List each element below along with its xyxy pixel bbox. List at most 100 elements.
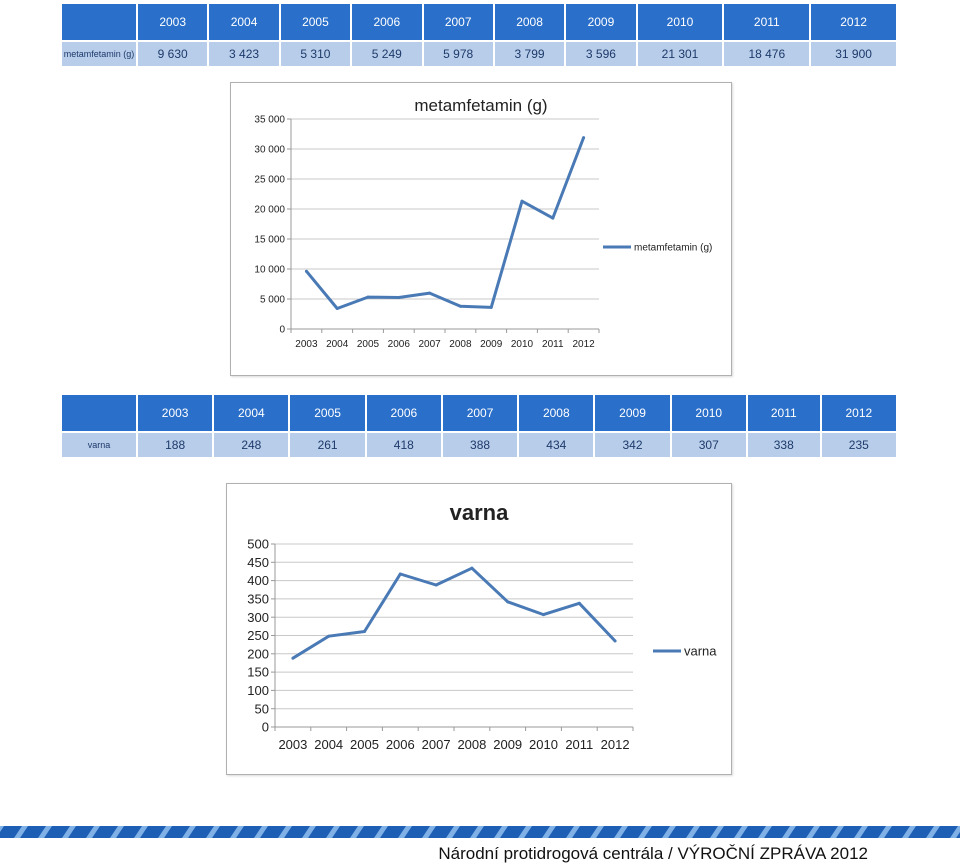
footer-stripe [446,826,460,838]
table1-header-row: 2003 2004 2005 2006 2007 2008 2009 2010 … [62,4,896,40]
table1-value-cell: 3 799 [494,40,565,66]
table1-year-header: 2007 [423,4,493,40]
table1-year-header: 2011 [724,4,810,40]
table2-year-header: 2010 [671,395,746,431]
table2-value-row: varna 188 248 261 418 388 434 342 307 33… [62,431,896,457]
footer-stripe-band [0,826,960,838]
data-point [551,216,555,220]
x-tick-label: 2006 [388,339,411,350]
table2-year-header: 2008 [519,395,594,431]
legend-label: metamfetamin (g) [634,243,712,254]
footer-stripe [470,826,484,838]
footer-stripe [422,826,436,838]
footer-stripe [686,826,700,838]
y-tick-label: 5 000 [260,295,285,306]
table2-value-cell: 388 [442,431,518,457]
table2-year-header: 2009 [595,395,670,431]
footer-stripe [878,826,892,838]
table2-year-header: 2011 [747,395,820,431]
footer-stripe [182,826,196,838]
table2-year-header: 2004 [214,395,289,431]
table2-year-header: 2007 [442,395,518,431]
y-tick-label: 50 [255,701,269,716]
y-tick-label: 30 000 [254,145,285,156]
y-tick-label: 200 [247,646,269,661]
y-tick-label: 35 000 [254,115,285,126]
metamfetamin-table: 2003 2004 2005 2006 2007 2008 2009 2010 … [60,4,898,66]
table1-value-cell: 5 978 [423,40,493,66]
footer-stripe [230,826,244,838]
footer-stripe [494,826,508,838]
footer-stripe [542,826,556,838]
y-tick-label: 25 000 [254,175,285,186]
footer-stripe [710,826,724,838]
varna-table: 2003 2004 2005 2006 2007 2008 2009 2010 … [60,395,898,457]
data-point [366,295,370,299]
table2-year-header: 2012 [821,395,896,431]
footer-stripe [854,826,868,838]
table1-row-label: metamfetamin (g) [62,40,136,66]
varna-chart: 0 50 100 150 200 250 300 350 400 450 500 2003 2004 20… [226,483,732,775]
data-point [398,572,402,576]
footer-stripe [326,826,340,838]
footer-stripe [398,826,412,838]
footer-stripe [374,826,388,838]
data-point [304,269,308,273]
data-point [291,656,295,660]
y-tick-label: 0 [279,325,285,336]
table1-value-cell: 5 310 [280,40,351,66]
data-point [363,629,366,633]
metamfetamin-chart: 0 5 000 10 000 15 000 20 000 25 000 30 000 35 0… [230,82,732,376]
x-tick-label: 2011 [565,737,593,752]
table2-value-cell: 434 [519,431,594,457]
footer-stripe [110,826,124,838]
data-point [613,639,617,643]
table1-value-cell: 9 630 [138,40,208,66]
footer-stripe [302,826,316,838]
y-tick-label: 0 [262,720,269,735]
x-tick-label: 2012 [601,737,630,752]
footer-stripe [0,826,4,832]
table1-year-header: 2012 [811,4,896,40]
table1-year-header: 2008 [494,4,565,40]
footer-stripe [638,826,652,838]
y-tick-label: 250 [247,628,269,643]
x-tick-label: 2009 [493,737,522,752]
x-tick-label: 2005 [357,339,380,350]
table1-year-header: 2010 [637,4,723,40]
x-tick-label: 2004 [326,339,349,350]
footer-stripe [950,826,960,838]
footer-stripe [614,826,628,838]
x-tick-label: 2010 [511,339,534,350]
footer-stripe [350,826,364,838]
x-tick-label: 2003 [278,737,307,752]
footer-stripe [14,826,28,838]
footer-caption: Národní protidrogová centrála / VÝROČNÍ … [438,844,868,863]
table1-year-header: 2003 [138,4,208,40]
table1-value-cell: 31 900 [811,40,896,66]
y-tick-label: 300 [247,610,269,625]
table1-year-header: 2005 [280,4,351,40]
footer-stripe [590,826,604,838]
x-tick-label: 2003 [295,339,318,350]
x-tick-label: 2010 [529,737,558,752]
table2-value-cell: 248 [214,431,289,457]
y-tick-label: 350 [247,591,269,606]
table2-value-cell: 188 [138,431,213,457]
footer-stripe [662,826,676,838]
table2-value-cell: 342 [595,431,670,457]
table1-value-cell: 21 301 [637,40,723,66]
series-line [305,137,586,310]
data-point [327,634,331,638]
table2-value-cell: 338 [747,431,820,457]
series-line [292,566,617,660]
footer-stripe [158,826,172,838]
x-tick-label: 2005 [350,737,379,752]
footer-stripe [566,826,580,838]
table1-corner-cell [62,4,136,40]
table2-year-header: 2003 [138,395,213,431]
table2-year-header: 2005 [290,395,365,431]
x-tick-label: 2006 [386,737,415,752]
y-tick-label: 400 [247,573,269,588]
table2-value-cell: 307 [671,431,746,457]
